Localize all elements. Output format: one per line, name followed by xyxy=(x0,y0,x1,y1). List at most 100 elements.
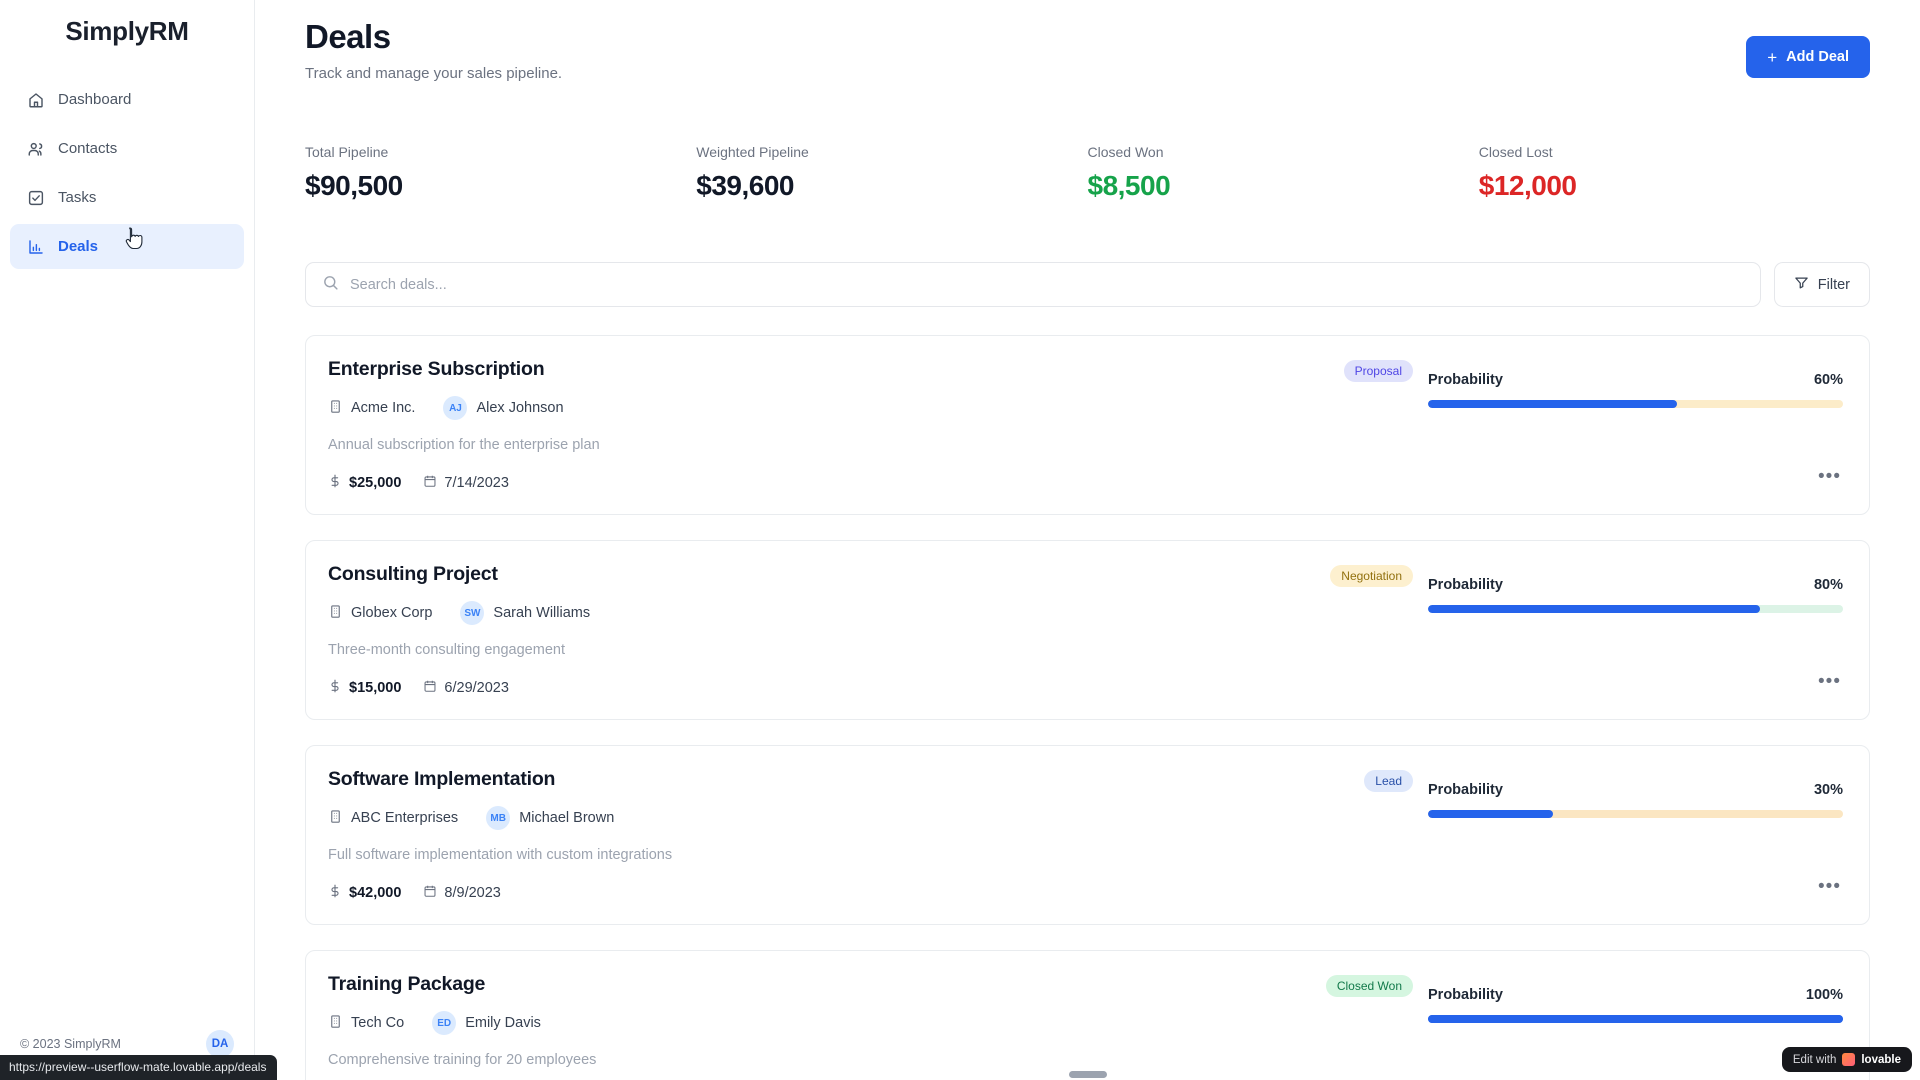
deal-company: Globex Corp xyxy=(328,604,432,623)
deal-card[interactable]: Enterprise Subscription Acme Inc. xyxy=(305,335,1870,515)
deal-title: Software Implementation xyxy=(328,768,556,790)
owner-avatar: ED xyxy=(432,1011,457,1035)
stat-value: $90,500 xyxy=(305,170,403,201)
sidebar-item-label: Dashboard xyxy=(58,91,132,108)
stat-label: Closed Lost xyxy=(1478,144,1553,160)
calendar-icon xyxy=(423,679,437,697)
bar-chart-icon xyxy=(27,238,45,256)
probability-fill xyxy=(1428,810,1553,818)
deal-footer: $25,000 7/14/2023 xyxy=(328,474,1207,492)
mouse-cursor xyxy=(124,226,146,257)
stat-value: $39,600 xyxy=(696,170,794,201)
deal-date: 6/29/2023 xyxy=(423,679,509,697)
edit-with-label: Edit with xyxy=(1792,1053,1837,1066)
deal-date-value: 8/9/2023 xyxy=(444,885,501,901)
owner-avatar: SW xyxy=(460,601,485,625)
probability-value: 60% xyxy=(1813,372,1843,388)
filter-button[interactable]: Filter xyxy=(1773,262,1870,307)
deals-list: Enterprise Subscription Acme Inc. xyxy=(305,335,1870,1080)
dollar-icon xyxy=(328,474,342,492)
owner-avatar: AJ xyxy=(443,396,468,420)
users-icon xyxy=(27,140,45,158)
dollar-icon xyxy=(328,884,342,902)
calendar-icon xyxy=(423,474,437,492)
stat-label: Weighted Pipeline xyxy=(696,144,809,160)
sidebar-item-contacts[interactable]: Contacts xyxy=(10,126,244,171)
sidebar-item-label: Tasks xyxy=(58,189,97,206)
add-deal-button[interactable]: + Add Deal xyxy=(1746,36,1870,78)
deal-info: Enterprise Subscription Acme Inc. xyxy=(328,358,1207,492)
deal-owner: MB Michael Brown xyxy=(486,806,614,830)
deal-company-name: ABC Enterprises xyxy=(351,810,459,826)
probability-fill xyxy=(1428,1015,1843,1023)
search-input[interactable] xyxy=(350,276,1744,293)
deal-footer: $15,000 6/29/2023 xyxy=(328,679,1207,697)
deal-owner: SW Sarah Williams xyxy=(460,601,590,625)
probability-fill xyxy=(1428,605,1760,613)
check-square-icon xyxy=(27,189,45,207)
browser-status-url: https://preview--userflow-mate.lovable.a… xyxy=(0,1055,278,1080)
main-content: Deals Track and manage your sales pipeli… xyxy=(255,0,1920,1080)
deal-company: Acme Inc. xyxy=(328,399,415,418)
deal-menu-button[interactable]: ••• xyxy=(1818,876,1841,897)
owner-avatar: MB xyxy=(486,806,511,830)
status-badge: Closed Won xyxy=(1325,975,1413,997)
avatar[interactable]: DA xyxy=(206,1030,234,1058)
building-icon xyxy=(328,809,343,828)
deal-card[interactable]: Consulting Project Globex Corp xyxy=(305,540,1870,720)
probability-track xyxy=(1428,810,1843,818)
sidebar: SimplyRM Dashboard Contacts xyxy=(0,0,255,1080)
dollar-icon xyxy=(328,679,342,697)
sidebar-item-dashboard[interactable]: Dashboard xyxy=(10,77,244,122)
deal-card[interactable]: Training Package Tech Co xyxy=(305,950,1870,1080)
deal-title: Training Package xyxy=(328,973,486,995)
heart-icon xyxy=(1842,1053,1856,1066)
deal-company-name: Globex Corp xyxy=(351,605,433,621)
sidebar-item-label: Deals xyxy=(58,238,99,255)
deal-card[interactable]: Software Implementation ABC Enterprises xyxy=(305,745,1870,925)
scroll-indicator[interactable] xyxy=(1068,1071,1107,1078)
stat-label: Closed Won xyxy=(1087,144,1164,160)
deal-company: Tech Co xyxy=(328,1014,404,1033)
deal-meta: Globex Corp SW Sarah Williams xyxy=(328,601,1207,625)
deal-menu-button[interactable]: ••• xyxy=(1818,466,1841,487)
deal-owner-name: Michael Brown xyxy=(519,810,615,826)
deal-footer: $42,000 8/9/2023 xyxy=(328,884,1207,902)
search-box[interactable] xyxy=(305,262,1761,307)
edit-with-lovable-badge[interactable]: Edit with lovable xyxy=(1781,1047,1912,1072)
deal-status-area: Negotiation Probability 80% ••• xyxy=(1207,563,1843,697)
probability-label: Probability xyxy=(1428,577,1503,593)
deal-company-name: Acme Inc. xyxy=(351,400,416,416)
probability-block: Probability 100% xyxy=(1428,987,1843,1023)
page-header: Deals Track and manage your sales pipeli… xyxy=(305,18,1870,82)
deal-meta: ABC Enterprises MB Michael Brown xyxy=(328,806,1207,830)
deal-description: Full software implementation with custom… xyxy=(328,847,673,863)
deal-date: 8/9/2023 xyxy=(423,884,501,902)
home-icon xyxy=(27,91,45,109)
app-logo: SimplyRM xyxy=(65,16,189,46)
deal-info: Consulting Project Globex Corp xyxy=(328,563,1207,697)
deal-title: Enterprise Subscription xyxy=(328,358,545,380)
funnel-icon xyxy=(1794,275,1809,294)
status-badge: Lead xyxy=(1364,770,1413,792)
deal-menu-button[interactable]: ••• xyxy=(1818,671,1841,692)
status-badge: Proposal xyxy=(1343,360,1413,382)
page-subtitle: Track and manage your sales pipeline. xyxy=(305,65,563,82)
probability-value: 100% xyxy=(1805,987,1843,1003)
probability-block: Probability 60% xyxy=(1428,372,1843,408)
stat-value: $8,500 xyxy=(1087,170,1171,201)
deal-status-area: Lead Probability 30% ••• xyxy=(1207,768,1843,902)
stat-closed-won: Closed Won $8,500 xyxy=(1088,144,1479,202)
lovable-label: lovable xyxy=(1861,1053,1901,1066)
deal-title: Consulting Project xyxy=(328,563,498,585)
probability-fill xyxy=(1428,400,1677,408)
deals-toolbar: Filter xyxy=(305,262,1870,307)
stat-value: $12,000 xyxy=(1478,170,1577,201)
sidebar-item-deals[interactable]: Deals xyxy=(10,224,244,269)
status-badge: Negotiation xyxy=(1330,565,1413,587)
deal-info: Training Package Tech Co xyxy=(328,973,1207,1080)
sidebar-item-tasks[interactable]: Tasks xyxy=(10,175,244,220)
probability-block: Probability 30% xyxy=(1428,782,1843,818)
deal-info: Software Implementation ABC Enterprises xyxy=(328,768,1207,902)
deal-meta: Tech Co ED Emily Davis xyxy=(328,1011,1207,1035)
